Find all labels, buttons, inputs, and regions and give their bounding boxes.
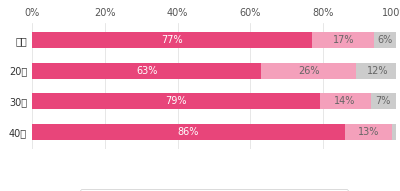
Bar	[312, 32, 374, 48]
Text: 14%: 14%	[334, 96, 356, 106]
Text: 77%: 77%	[161, 35, 183, 45]
Bar	[32, 63, 261, 79]
Text: 13%: 13%	[358, 127, 379, 137]
Text: 79%: 79%	[165, 96, 186, 106]
Text: 7%: 7%	[376, 96, 391, 106]
Text: 6%: 6%	[378, 35, 393, 45]
Text: 17%: 17%	[332, 35, 354, 45]
Bar	[370, 93, 396, 109]
Text: 12%: 12%	[367, 66, 388, 76]
Text: 63%: 63%	[136, 66, 157, 76]
Text: 26%: 26%	[298, 66, 319, 76]
Legend: 名前も意味も知っている, 名前は知っているが、意味は知らない, 名前も意味も知らない: 名前も意味も知っている, 名前は知っているが、意味は知らない, 名前も意味も知ら…	[80, 189, 348, 191]
Bar	[392, 124, 396, 140]
Bar	[32, 124, 345, 140]
Bar	[356, 63, 400, 79]
Bar	[32, 32, 312, 48]
Bar	[320, 93, 370, 109]
Bar	[345, 124, 392, 140]
Bar	[261, 63, 356, 79]
Bar	[374, 32, 396, 48]
Text: 86%: 86%	[178, 127, 199, 137]
Bar	[32, 93, 320, 109]
